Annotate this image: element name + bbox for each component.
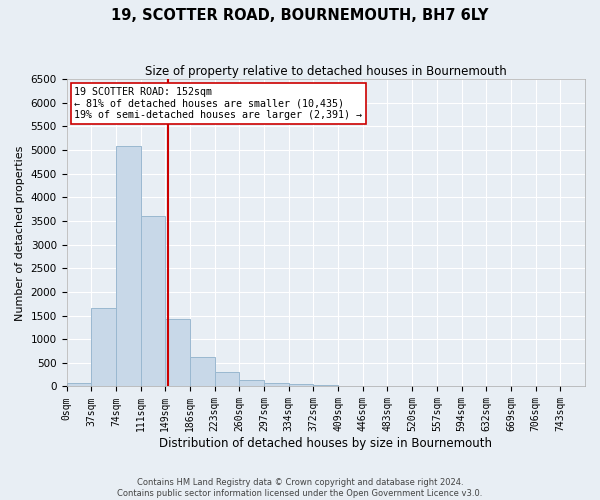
Bar bbox=[140, 216, 165, 386]
Bar bbox=[215, 372, 239, 386]
Y-axis label: Number of detached properties: Number of detached properties bbox=[15, 145, 25, 320]
Bar bbox=[313, 385, 338, 386]
Text: 19 SCOTTER ROAD: 152sqm
← 81% of detached houses are smaller (10,435)
19% of sem: 19 SCOTTER ROAD: 152sqm ← 81% of detache… bbox=[74, 87, 362, 120]
Text: 19, SCOTTER ROAD, BOURNEMOUTH, BH7 6LY: 19, SCOTTER ROAD, BOURNEMOUTH, BH7 6LY bbox=[112, 8, 488, 22]
Bar bbox=[239, 380, 264, 386]
Bar bbox=[289, 384, 313, 386]
Bar bbox=[91, 308, 116, 386]
Bar bbox=[67, 383, 91, 386]
X-axis label: Distribution of detached houses by size in Bournemouth: Distribution of detached houses by size … bbox=[159, 437, 492, 450]
Bar bbox=[190, 357, 215, 386]
Bar bbox=[165, 320, 190, 386]
Text: Contains HM Land Registry data © Crown copyright and database right 2024.
Contai: Contains HM Land Registry data © Crown c… bbox=[118, 478, 482, 498]
Bar bbox=[264, 383, 289, 386]
Bar bbox=[116, 146, 140, 386]
Title: Size of property relative to detached houses in Bournemouth: Size of property relative to detached ho… bbox=[145, 65, 506, 78]
